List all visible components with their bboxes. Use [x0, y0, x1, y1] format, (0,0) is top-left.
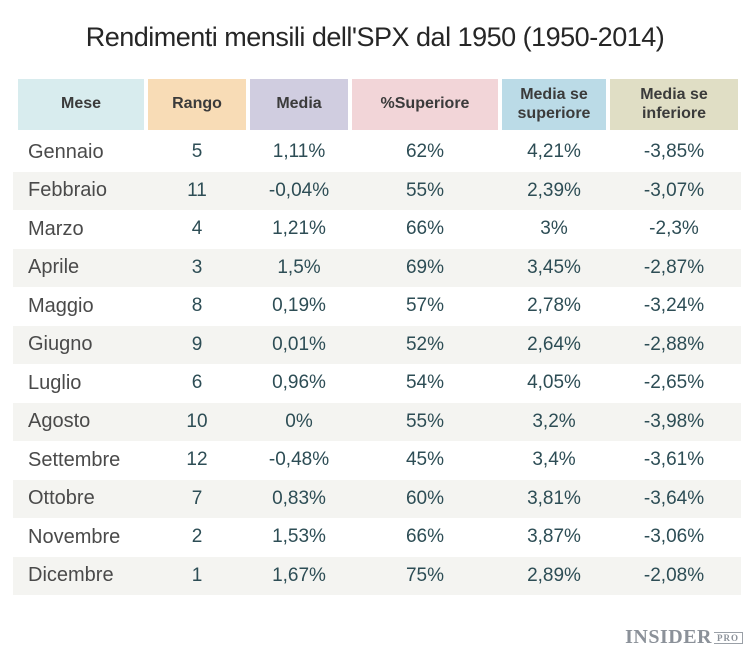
- value-cell: -2,3%: [649, 218, 699, 240]
- value-cell: 45%: [405, 449, 445, 471]
- value-cell: 75%: [405, 564, 445, 586]
- value-cell: -3,07%: [643, 179, 705, 201]
- table-row-gennaio: Gennaio 5 1,11% 62% 4,21% -3,85%: [13, 133, 741, 172]
- value-cell: 0,01%: [272, 333, 326, 355]
- column-header-4: Media se superiore: [502, 79, 606, 130]
- value-cell: 2,89%: [527, 564, 581, 586]
- table-row-agosto: Agosto 10 0% 55% 3,2% -3,98%: [13, 402, 741, 441]
- column-header-1: Rango: [148, 79, 246, 130]
- column-header-2: Media: [250, 79, 348, 130]
- value-cell: -2,87%: [643, 256, 705, 278]
- value-cell: 10: [186, 410, 208, 432]
- value-cell: -3,24%: [643, 295, 705, 317]
- value-cell: -0,04%: [268, 179, 330, 201]
- value-cell: 1,21%: [272, 218, 326, 240]
- value-cell: 3,2%: [532, 410, 576, 432]
- column-header-5: Media se inferiore: [610, 79, 738, 130]
- value-cell: 1,53%: [272, 526, 326, 548]
- value-cell: -2,08%: [643, 564, 705, 586]
- month-cell: Agosto: [28, 410, 91, 433]
- value-cell: 11: [187, 179, 207, 201]
- value-cell: -3,85%: [643, 141, 705, 163]
- value-cell: 3%: [540, 218, 568, 240]
- table-row-giugno: Giugno 9 0,01% 52% 2,64% -2,88%: [13, 325, 741, 364]
- month-cell: Aprile: [28, 256, 80, 279]
- value-cell: 55%: [405, 410, 445, 432]
- value-cell: 55%: [405, 179, 445, 201]
- value-cell: 3: [191, 256, 203, 278]
- value-cell: 1,5%: [277, 256, 321, 278]
- table-body: Gennaio 5 1,11% 62% 4,21% -3,85% Febbraio 11 -0,…: [13, 133, 741, 595]
- table-row-novembre: Novembre 2 1,53% 66% 3,87% -3,06%: [13, 518, 741, 557]
- value-cell: 2,64%: [527, 333, 581, 355]
- value-cell: 12: [186, 449, 208, 471]
- value-cell: 2,39%: [527, 179, 581, 201]
- value-cell: -3,98%: [643, 410, 705, 432]
- value-cell: 9: [191, 333, 203, 355]
- table-row-luglio: Luglio 6 0,96% 54% 4,05% -2,65%: [13, 364, 741, 403]
- value-cell: 1,11%: [272, 141, 326, 163]
- value-cell: 4,21%: [527, 141, 581, 163]
- value-cell: 69%: [405, 256, 445, 278]
- value-cell: 4,05%: [527, 372, 581, 394]
- table-row-aprile: Aprile 3 1,5% 69% 3,45% -2,87%: [13, 248, 741, 287]
- month-cell: Dicembre: [28, 564, 114, 587]
- value-cell: 57%: [405, 295, 445, 317]
- table-row-maggio: Maggio 8 0,19% 57% 2,78% -3,24%: [13, 287, 741, 326]
- value-cell: -3,06%: [643, 526, 705, 548]
- value-cell: 1: [191, 564, 203, 586]
- month-cell: Novembre: [28, 525, 121, 548]
- value-cell: 7: [191, 487, 203, 509]
- value-cell: 52%: [405, 333, 445, 355]
- value-cell: 54%: [405, 372, 445, 394]
- value-cell: 66%: [405, 218, 445, 240]
- value-cell: -3,61%: [643, 449, 705, 471]
- insider-pro-logo: INSIDER PRO: [625, 626, 743, 649]
- page-title: Rendimenti mensili dell'SPX dal 1950 (19…: [85, 22, 665, 52]
- value-cell: 0%: [285, 410, 313, 432]
- value-cell: 6: [191, 372, 203, 394]
- month-cell: Maggio: [28, 294, 94, 317]
- value-cell: 5: [191, 141, 203, 163]
- value-cell: 1,67%: [272, 564, 326, 586]
- logo-text-main: INSIDER: [625, 626, 712, 648]
- value-cell: -0,48%: [268, 449, 330, 471]
- value-cell: -3,64%: [643, 487, 705, 509]
- month-cell: Febbraio: [28, 179, 107, 202]
- monthly-returns-table: Mese Rango Media %Superiore Media se superio…: [13, 79, 741, 595]
- value-cell: 62%: [405, 141, 445, 163]
- value-cell: 0,19%: [272, 295, 326, 317]
- logo-text-sub: PRO: [714, 631, 743, 644]
- value-cell: 2,78%: [527, 295, 581, 317]
- month-cell: Gennaio: [28, 140, 104, 163]
- value-cell: 3,4%: [532, 449, 576, 471]
- value-cell: 3,45%: [527, 256, 581, 278]
- column-header-0: Mese: [18, 79, 144, 130]
- value-cell: 8: [191, 295, 203, 317]
- month-cell: Marzo: [28, 217, 84, 240]
- value-cell: -2,88%: [643, 333, 705, 355]
- value-cell: 0,96%: [272, 372, 326, 394]
- value-cell: 3,87%: [527, 526, 581, 548]
- table-row-ottobre: Ottobre 7 0,83% 60% 3,81% -3,64%: [13, 479, 741, 518]
- value-cell: 2: [191, 526, 203, 548]
- value-cell: 0,83%: [272, 487, 326, 509]
- value-cell: 60%: [405, 487, 445, 509]
- month-cell: Luglio: [28, 371, 82, 394]
- value-cell: 66%: [405, 526, 445, 548]
- table-row-febbraio: Febbraio 11 -0,04% 55% 2,39% -3,07%: [13, 171, 741, 210]
- value-cell: 4: [191, 218, 203, 240]
- table-row-marzo: Marzo 4 1,21% 66% 3% -2,3%: [13, 210, 741, 249]
- table-row-dicembre: Dicembre 1 1,67% 75% 2,89% -2,08%: [13, 556, 741, 595]
- table-header-row: Mese Rango Media %Superiore Media se superio…: [13, 79, 741, 130]
- value-cell: 3,81%: [527, 487, 581, 509]
- month-cell: Settembre: [28, 448, 121, 471]
- month-cell: Ottobre: [28, 487, 95, 510]
- table-row-settembre: Settembre 12 -0,48% 45% 3,4% -3,61%: [13, 441, 741, 480]
- column-header-3: %Superiore: [352, 79, 498, 130]
- value-cell: -2,65%: [643, 372, 705, 394]
- month-cell: Giugno: [28, 333, 93, 356]
